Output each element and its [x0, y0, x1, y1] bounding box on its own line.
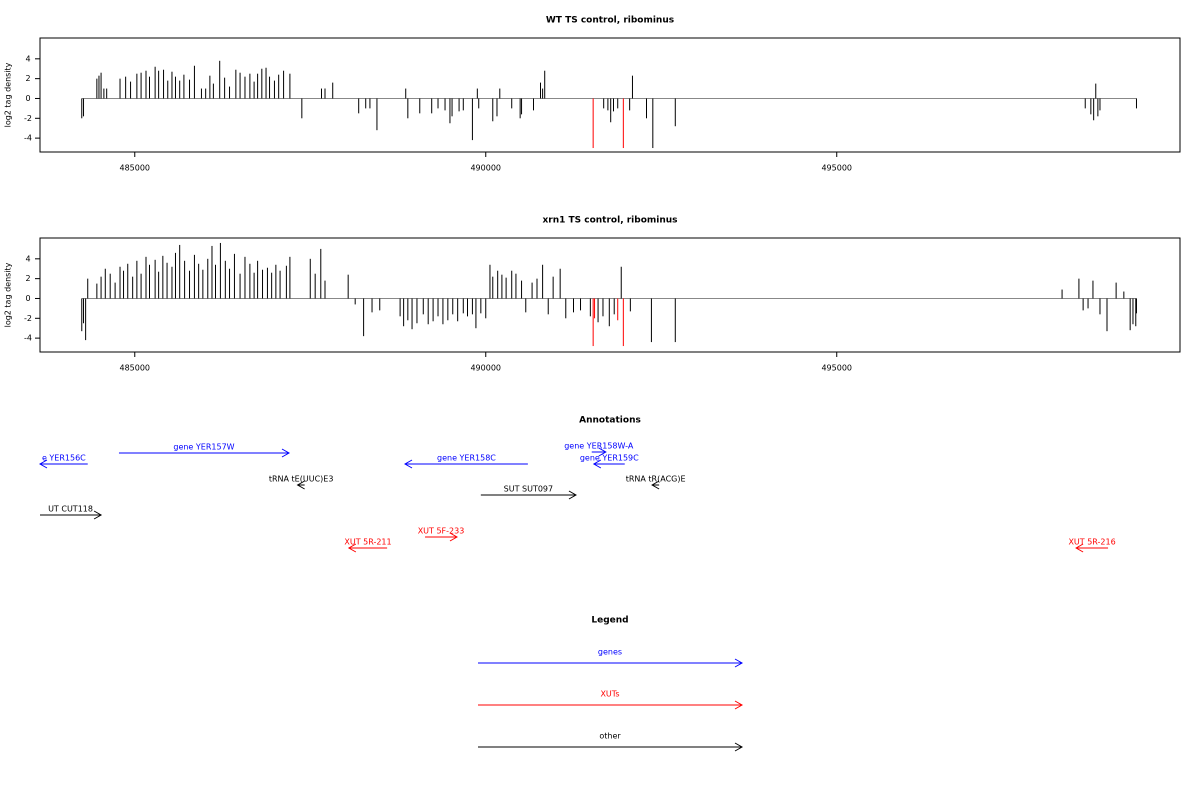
x-tick-label: 485000 [119, 164, 150, 173]
x-tick-label: 485000 [119, 364, 150, 373]
feature-arrow [592, 459, 625, 469]
x-tick-label: 495000 [821, 164, 852, 173]
feature-arrow [480, 490, 577, 500]
y-axis-label: log2 tag density [4, 62, 13, 127]
feature-arrow [118, 448, 290, 458]
feature-label: SUT SUT097 [504, 485, 553, 494]
feature-arrow [478, 658, 744, 668]
legend-label: genes [598, 648, 622, 657]
feature-label: XUT 5R-216 [1068, 538, 1115, 547]
chart-title: WT TS control, ribominus [546, 16, 674, 26]
legend-label: XUTs [600, 690, 619, 699]
feature-label: XUT 5R-211 [344, 538, 391, 547]
feature-label: e YER156C [42, 454, 86, 463]
feature-label: XUT 5F-233 [418, 527, 465, 536]
feature-label: gene YER157W [173, 443, 234, 452]
feature-arrow [38, 459, 88, 469]
y-tick-label: -2 [24, 314, 32, 323]
x-tick-label: 490000 [470, 364, 501, 373]
feature-arrow [404, 459, 528, 469]
feature-arrow [591, 447, 607, 457]
feature-label: tRNA tE(UUC)E3 [269, 475, 334, 484]
feature-arrow [1075, 543, 1109, 553]
feature-arrow [478, 742, 744, 752]
x-tick-label: 495000 [821, 364, 852, 373]
feature-label: tRNA tR(ACG)E [626, 475, 686, 484]
feature-arrow [425, 532, 458, 542]
plot-frame [39, 37, 1181, 153]
y-tick-label: 2 [25, 274, 30, 283]
legend-title: Legend [591, 616, 628, 626]
plot-frame [39, 237, 1181, 353]
y-tick-label: 2 [25, 74, 30, 83]
chart-title: xrn1 TS control, ribominus [542, 216, 677, 226]
y-tick-label: 0 [25, 94, 30, 103]
y-axis-label: log2 tag density [4, 262, 13, 327]
annotation-title: Annotations [579, 416, 641, 426]
y-tick-label: -2 [24, 114, 32, 123]
y-tick-label: 0 [25, 294, 30, 303]
y-tick-label: -4 [24, 334, 32, 343]
feature-arrow [40, 510, 103, 520]
y-tick-label: 4 [25, 254, 30, 263]
x-tick-label: 490000 [470, 164, 501, 173]
feature-arrow [478, 700, 744, 710]
feature-label: gene YER159C [580, 454, 639, 463]
feature-label: gene YER158W-A [564, 442, 634, 451]
feature-arrow [347, 543, 388, 553]
y-tick-label: -4 [24, 134, 32, 143]
feature-arrow [651, 480, 660, 490]
legend-label: other [599, 732, 621, 741]
feature-arrow [296, 480, 305, 490]
y-tick-label: 4 [25, 54, 30, 63]
feature-label: UT CUT118 [48, 505, 93, 514]
feature-label: gene YER158C [437, 454, 496, 463]
